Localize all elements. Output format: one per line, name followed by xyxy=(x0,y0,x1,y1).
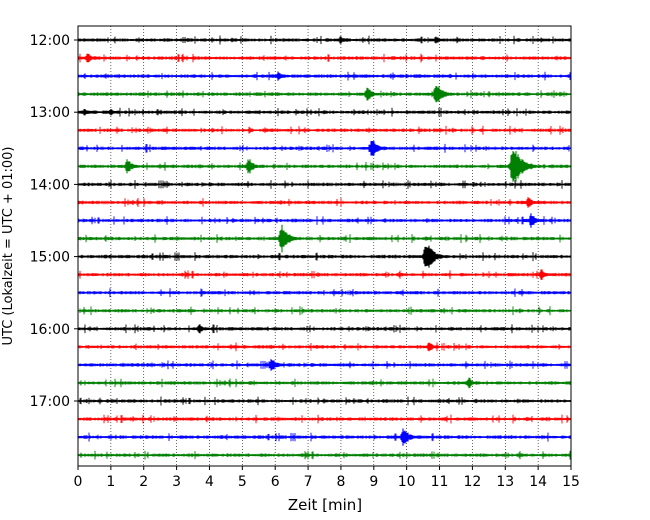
x-tick-label: 1 xyxy=(106,474,115,490)
trace-noise xyxy=(78,53,571,63)
trace-15:45 xyxy=(78,306,571,316)
trace-16:15 xyxy=(78,342,571,352)
trace-event xyxy=(520,197,540,208)
x-tick-label: 4 xyxy=(205,474,214,490)
x-tick-label: 8 xyxy=(336,474,345,490)
y-tick-label: 14:00 xyxy=(30,177,70,193)
trace-noise xyxy=(78,35,571,45)
trace-event xyxy=(270,71,289,81)
trace-13:30 xyxy=(78,141,571,156)
trace-14:00 xyxy=(78,180,571,189)
trace-event xyxy=(104,109,120,116)
x-tick-label: 15 xyxy=(562,474,580,490)
trace-event xyxy=(333,36,351,44)
trace-event xyxy=(239,159,263,174)
trace-noise xyxy=(78,125,571,135)
trace-14:30 xyxy=(78,213,571,228)
trace-event xyxy=(392,428,418,446)
seismic-traces xyxy=(77,35,571,460)
trace-16:00 xyxy=(78,324,571,334)
trace-13:15 xyxy=(78,125,571,135)
trace-noise xyxy=(78,252,571,262)
x-tick-label: 6 xyxy=(271,474,280,490)
trace-noise xyxy=(78,288,571,298)
trace-12:30 xyxy=(78,71,571,81)
trace-13:00 xyxy=(77,107,571,117)
trace-noise xyxy=(78,450,571,460)
trace-17:00 xyxy=(78,396,571,406)
x-axis-title: Zeit [min] xyxy=(288,496,362,514)
trace-noise xyxy=(78,270,571,280)
x-tick-label: 7 xyxy=(304,474,313,490)
trace-13:45 xyxy=(78,151,571,182)
trace-14:15 xyxy=(78,197,571,208)
y-tick-label: 13:00 xyxy=(30,105,70,121)
trace-event xyxy=(269,224,300,253)
trace-noise xyxy=(78,378,571,388)
trace-event xyxy=(192,324,210,334)
trace-12:45 xyxy=(78,86,571,103)
x-tick-label: 5 xyxy=(238,474,247,490)
trace-noise xyxy=(78,360,571,370)
trace-noise xyxy=(78,324,571,334)
x-tick-label: 14 xyxy=(529,474,547,490)
grid-lines xyxy=(110,26,539,466)
trace-noise xyxy=(78,306,571,316)
trace-noise xyxy=(78,216,571,225)
x-tick-label: 9 xyxy=(369,474,378,490)
trace-event xyxy=(358,87,380,101)
x-axis-ticks: 0 1 2 3 4 5 6 7 8 9 10 11 12 13 14 15 xyxy=(74,466,580,490)
x-tick-label: 2 xyxy=(139,474,148,490)
trace-event xyxy=(522,213,544,228)
y-tick-label: 12:00 xyxy=(30,33,70,49)
trace-noise xyxy=(78,342,571,352)
trace-event xyxy=(422,342,440,352)
trace-event xyxy=(533,269,553,280)
x-tick-label: 0 xyxy=(74,474,83,490)
trace-15:15 xyxy=(78,269,571,280)
trace-event xyxy=(412,245,446,268)
plot-frame xyxy=(77,25,572,467)
trace-event xyxy=(429,36,446,44)
x-tick-label: 12 xyxy=(463,474,481,490)
y-axis-ticks: 12:00 13:00 14:00 15:00 16:00 17:00 xyxy=(30,33,78,410)
trace-14:45 xyxy=(78,224,571,253)
y-tick-label: 16:00 xyxy=(30,322,70,338)
trace-16:30 xyxy=(78,359,571,371)
x-tick-label: 3 xyxy=(172,474,181,490)
trace-12:00 xyxy=(78,35,571,45)
trace-17:45 xyxy=(78,450,571,460)
trace-12:15 xyxy=(78,53,571,63)
trace-15:30 xyxy=(78,288,571,298)
trace-event xyxy=(424,86,453,103)
trace-17:15 xyxy=(78,414,571,424)
trace-noise xyxy=(78,180,571,189)
y-tick-label: 15:00 xyxy=(30,250,70,266)
trace-event xyxy=(496,151,537,182)
y-tick-label: 17:00 xyxy=(30,394,70,410)
trace-event xyxy=(118,159,140,174)
trace-17:30 xyxy=(78,428,571,446)
x-tick-label: 13 xyxy=(496,474,514,490)
x-tick-label: 10 xyxy=(398,474,416,490)
trace-noise xyxy=(78,71,571,81)
trace-event xyxy=(461,377,481,389)
y-axis-title: UTC (Lokalzeit = UTC + 01:00) xyxy=(1,147,16,346)
trace-noise xyxy=(78,396,571,406)
trace-noise xyxy=(78,90,571,99)
trace-event xyxy=(262,359,285,371)
trace-16:45 xyxy=(78,377,571,389)
trace-event xyxy=(361,141,387,156)
trace-noise xyxy=(78,198,571,207)
trace-noise xyxy=(78,143,571,153)
x-tick-label: 11 xyxy=(431,474,449,490)
trace-15:00 xyxy=(78,245,571,268)
trace-event xyxy=(80,53,99,63)
trace-noise xyxy=(78,414,571,424)
